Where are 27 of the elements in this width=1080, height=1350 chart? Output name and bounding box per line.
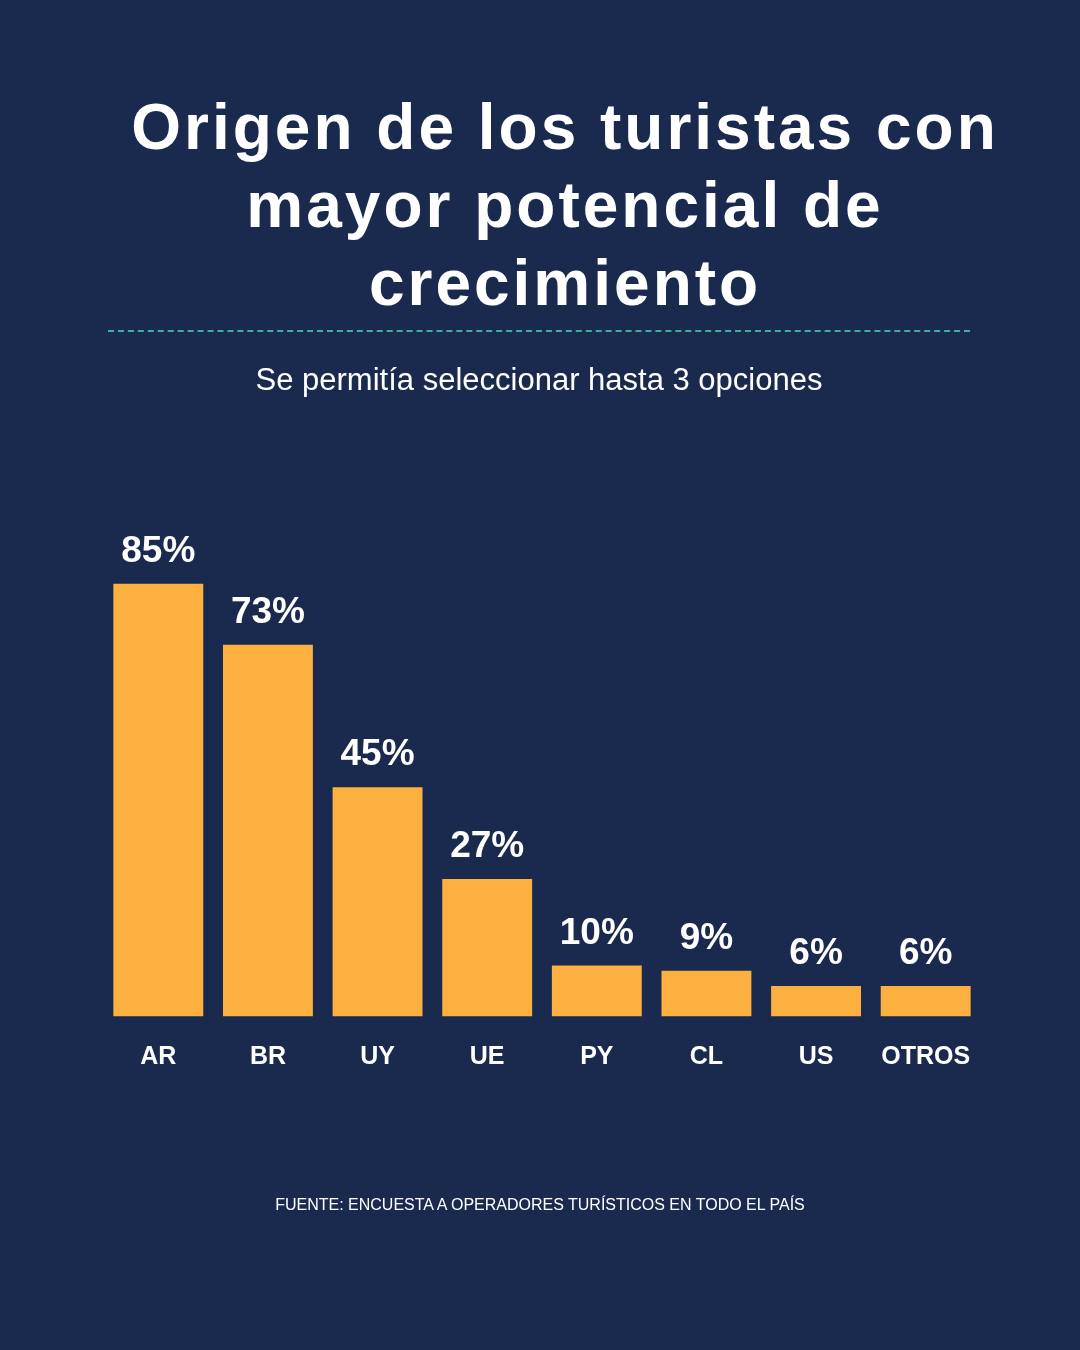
data-label: 6% (898, 930, 953, 972)
data-label: 9% (679, 915, 734, 957)
bar (771, 985, 862, 1017)
x-tick-label: UY (360, 1040, 396, 1069)
bar (551, 965, 642, 1017)
x-tick-label: OTROS (881, 1040, 971, 1069)
bar (222, 644, 313, 1017)
chart-subtitle: Se permitía seleccionar hasta 3 opciones (254, 361, 824, 399)
source-note: FUENTE: ENCUESTA A OPERADORES TURÍSTICOS EN TODO EL PAÍS (274, 1194, 806, 1215)
x-tick-label: US (798, 1040, 834, 1069)
x-tick-label: CL (689, 1040, 724, 1069)
x-tick-label: UE (469, 1040, 505, 1069)
x-tick-label: AR (140, 1040, 177, 1069)
chart-title: Origen de los turistas con mayor potencial de crecimiento (130, 90, 1000, 321)
data-label: 45% (340, 732, 415, 774)
data-label: 10% (559, 910, 634, 952)
data-label: 6% (789, 930, 843, 972)
data-label: 27% (450, 824, 525, 865)
bar (332, 787, 423, 1017)
bar (661, 970, 752, 1017)
bar (442, 879, 533, 1017)
x-tick-label: PY (580, 1040, 614, 1069)
data-label: 73% (230, 589, 305, 631)
data-label: 85% (121, 528, 196, 570)
bar (113, 583, 204, 1017)
x-tick-label: BR (249, 1040, 286, 1069)
bar (880, 985, 971, 1017)
